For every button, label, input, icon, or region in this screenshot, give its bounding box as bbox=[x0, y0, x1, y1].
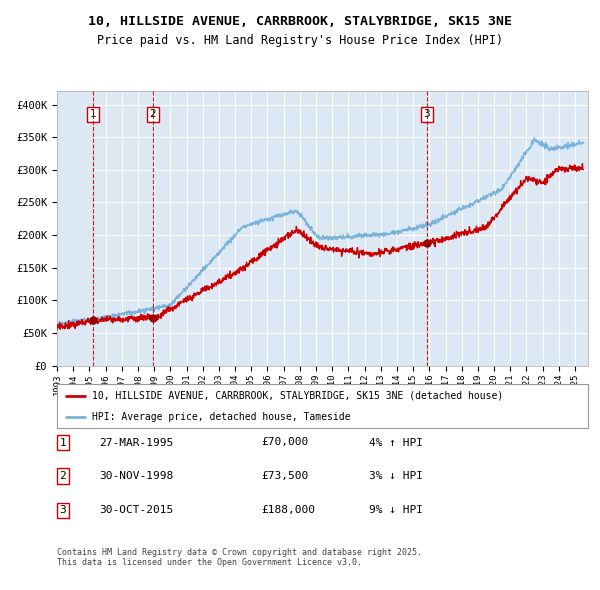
Text: £188,000: £188,000 bbox=[261, 506, 315, 515]
Text: 30-OCT-2015: 30-OCT-2015 bbox=[99, 506, 173, 515]
Text: 2: 2 bbox=[149, 109, 156, 119]
Bar bbox=[57, 91, 94, 366]
Bar bbox=[57, 91, 94, 366]
Text: 3: 3 bbox=[59, 506, 67, 515]
Text: 2: 2 bbox=[59, 471, 67, 481]
Text: HPI: Average price, detached house, Tameside: HPI: Average price, detached house, Tame… bbox=[92, 412, 350, 422]
Text: 9% ↓ HPI: 9% ↓ HPI bbox=[369, 506, 423, 515]
Text: 10, HILLSIDE AVENUE, CARRBROOK, STALYBRIDGE, SK15 3NE (detached house): 10, HILLSIDE AVENUE, CARRBROOK, STALYBRI… bbox=[92, 391, 503, 401]
Text: Price paid vs. HM Land Registry's House Price Index (HPI): Price paid vs. HM Land Registry's House … bbox=[97, 34, 503, 47]
Text: Contains HM Land Registry data © Crown copyright and database right 2025.
This d: Contains HM Land Registry data © Crown c… bbox=[57, 548, 422, 567]
Text: 4% ↑ HPI: 4% ↑ HPI bbox=[369, 438, 423, 447]
Text: 3% ↓ HPI: 3% ↓ HPI bbox=[369, 471, 423, 481]
Text: 27-MAR-1995: 27-MAR-1995 bbox=[99, 438, 173, 447]
Text: 3: 3 bbox=[423, 109, 430, 119]
Text: £73,500: £73,500 bbox=[261, 471, 308, 481]
Text: 1: 1 bbox=[90, 109, 97, 119]
Text: £70,000: £70,000 bbox=[261, 438, 308, 447]
Text: 10, HILLSIDE AVENUE, CARRBROOK, STALYBRIDGE, SK15 3NE: 10, HILLSIDE AVENUE, CARRBROOK, STALYBRI… bbox=[88, 15, 512, 28]
Text: 30-NOV-1998: 30-NOV-1998 bbox=[99, 471, 173, 481]
Text: 1: 1 bbox=[59, 438, 67, 447]
